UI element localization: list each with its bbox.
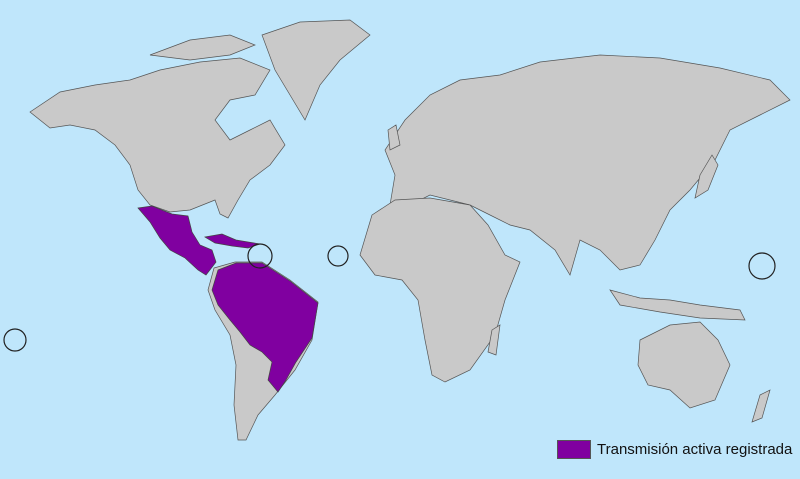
uk — [387, 124, 401, 151]
north-america — [29, 57, 286, 219]
legend-label: Transmisión activa registrada — [597, 441, 793, 458]
brazil-northern-sa — [211, 262, 319, 393]
japan — [694, 154, 719, 199]
arctic-islands — [149, 34, 256, 61]
caribbean-islands — [204, 233, 261, 249]
australia — [637, 321, 731, 409]
circle-micronesia — [748, 252, 776, 280]
circle-cape-verde — [327, 245, 349, 267]
madagascar — [487, 324, 501, 356]
eurasia — [384, 54, 791, 276]
legend-swatch-active-transmission — [557, 440, 591, 459]
circle-pacific-islands — [3, 328, 27, 352]
mexico-central-america — [137, 205, 217, 276]
greenland — [261, 19, 371, 121]
africa — [359, 197, 521, 383]
indonesia — [609, 289, 746, 321]
circle-lesser-antilles — [247, 243, 273, 269]
legend: Transmisión activa registrada — [557, 440, 792, 459]
new-zealand — [751, 389, 771, 423]
